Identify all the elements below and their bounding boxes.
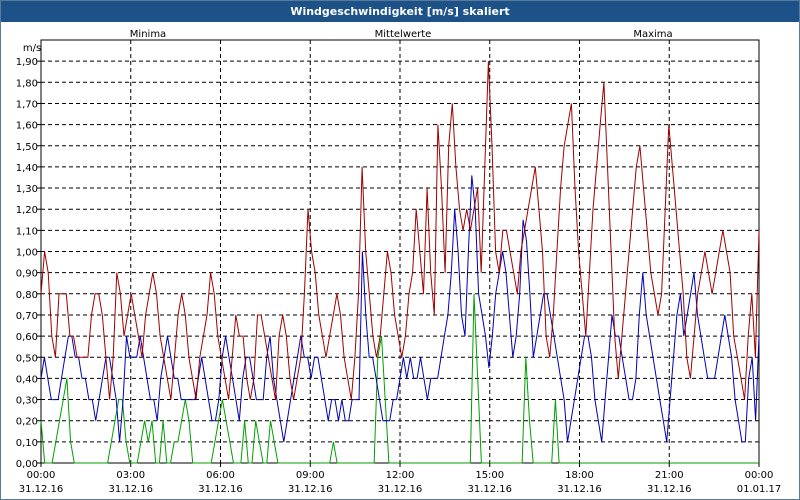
y-tick-label: 0,70	[16, 311, 38, 322]
y-tick-label: 1,30	[16, 184, 38, 195]
y-tick-label: 0,00	[16, 459, 38, 470]
y-axis: 0,00 0,10 0,20 0,30 0,40 0,50 0,60 0,70 0,80 0,90…	[16, 57, 41, 470]
y-tick-label: 1,40	[16, 163, 38, 174]
legend-item-mittelwerte: Mittelwerte	[375, 29, 432, 40]
window-title: Windgeschwindigkeit [m/s] skaliert	[1, 1, 799, 22]
y-tick-label: 1,50	[16, 142, 38, 153]
y-tick-label: 0,60	[16, 332, 38, 343]
y-tick-label: 1,10	[16, 226, 38, 237]
chart-canvas: 0,00 0,10 0,20 0,30 0,40 0,50 0,60 0,70 0,80 0,90…	[16, 29, 782, 495]
y-tick-label: 1,80	[16, 78, 38, 89]
series-line-mittelwerte	[40, 175, 760, 443]
y-tick-label: 0,10	[16, 438, 38, 449]
y-tick-label: 0,20	[16, 417, 38, 428]
y-axis-label: m/s	[23, 43, 41, 54]
y-tick-label: 1,20	[16, 205, 38, 216]
legend: Minima Mittelwerte Maxima	[130, 29, 673, 40]
x-tick-date: 31.12.16	[378, 484, 423, 495]
y-tick-label: 0,30	[16, 396, 38, 407]
x-tick-date: 31.12.16	[647, 484, 692, 495]
y-tick-label: 0,90	[16, 269, 38, 280]
x-tick-time: 18:00	[565, 470, 594, 481]
x-tick-time: 09:00	[296, 470, 325, 481]
y-tick-label: 1,70	[16, 99, 38, 110]
x-tick-time: 15:00	[475, 470, 504, 481]
x-tick-time: 03:00	[116, 470, 145, 481]
x-tick-date: 31.12.16	[19, 484, 64, 495]
y-tick-label: 1,90	[16, 57, 38, 68]
x-tick-time: 06:00	[206, 470, 235, 481]
x-tick-time: 12:00	[386, 470, 415, 481]
x-tick-date: 31.12.16	[198, 484, 243, 495]
x-tick-date: 31.12.16	[467, 484, 512, 495]
x-tick-time: 00:00	[27, 470, 56, 481]
legend-item-maxima: Maxima	[633, 29, 672, 40]
x-tick-time: 00:00	[745, 470, 774, 481]
y-tick-label: 1,00	[16, 248, 38, 259]
y-tick-label: 0,50	[16, 353, 38, 364]
x-axis: 00:00 31.12.16 03:00 31.12.16 06:00 31.12.16 0…	[19, 463, 782, 495]
y-tick-label: 1,60	[16, 121, 38, 132]
legend-item-minima: Minima	[130, 29, 166, 40]
y-tick-label: 0,40	[16, 374, 38, 385]
x-tick-date: 31.12.16	[288, 484, 333, 495]
x-tick-time: 21:00	[655, 470, 684, 481]
grid-lines	[41, 40, 759, 463]
series-line-maxima	[40, 61, 760, 400]
x-tick-date: 31.12.16	[108, 484, 153, 495]
y-tick-label: 0,80	[16, 290, 38, 301]
x-tick-date: 31.12.16	[557, 484, 602, 495]
x-tick-date: 01.01.17	[737, 484, 782, 495]
